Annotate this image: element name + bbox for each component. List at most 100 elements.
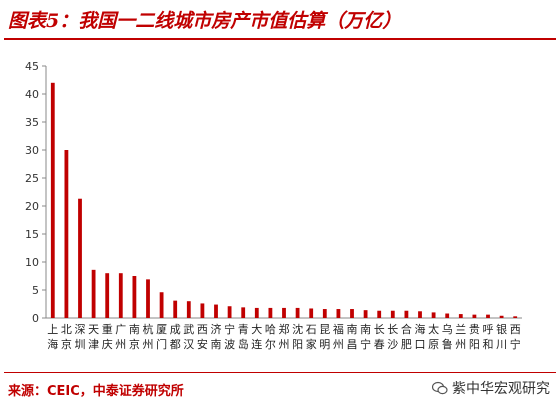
bar	[363, 310, 368, 318]
y-tick-label: 20	[25, 200, 39, 213]
x-tick-label-bottom: 南	[211, 338, 222, 351]
x-tick-label-bottom: 肥	[401, 338, 412, 351]
x-tick-label-top: 上	[47, 323, 58, 336]
y-tick-label: 5	[32, 284, 39, 297]
x-tick-label-top: 成	[170, 323, 181, 336]
bar	[309, 308, 314, 318]
x-tick-label-bottom: 圳	[75, 338, 86, 351]
bar	[390, 310, 395, 318]
x-tick-label-bottom: 州	[279, 338, 290, 351]
x-tick-label-top: 宁	[224, 322, 235, 336]
x-tick-label-bottom: 门	[156, 337, 167, 351]
x-tick-label-top: 杭	[143, 322, 154, 336]
x-tick-label-top: 大	[251, 322, 262, 336]
header-rule	[4, 38, 556, 40]
bar	[472, 314, 477, 318]
y-tick-label: 10	[25, 256, 39, 269]
bar	[50, 82, 55, 318]
x-tick-label-top: 重	[102, 322, 113, 336]
x-tick-label-bottom: 京	[61, 337, 72, 351]
x-tick-label-top: 长	[387, 323, 398, 336]
bar	[282, 307, 286, 318]
bar	[91, 269, 96, 318]
y-tick-label: 45	[25, 60, 39, 73]
x-tick-label-top: 昆	[319, 323, 330, 336]
wechat-icon	[432, 381, 448, 395]
bar	[445, 313, 450, 318]
x-tick-label-bottom: 波	[224, 338, 235, 351]
bar-chart: 051015202530354045上海北京深圳天津重庆广州南京杭州厦门成都武汉…	[25, 60, 522, 351]
bar	[118, 273, 123, 318]
x-tick-label-top: 呼	[483, 323, 494, 336]
x-tick-label-top: 武	[183, 323, 194, 336]
bar	[254, 307, 259, 318]
x-tick-label-bottom: 岛	[238, 337, 249, 351]
x-tick-label-bottom: 春	[374, 338, 385, 351]
y-tick-label: 25	[25, 172, 39, 185]
x-tick-label-top: 济	[211, 322, 222, 336]
x-tick-label-bottom: 宁	[510, 337, 521, 351]
bar	[214, 304, 218, 318]
figure-title: 图表5：我国一二线城市房产市值估算（万亿）	[8, 10, 402, 32]
x-tick-label-top: 哈	[265, 323, 276, 336]
figure-header: 图表5：我国一二线城市房产市值估算（万亿）	[0, 0, 560, 42]
x-tick-label-top: 合	[401, 322, 412, 336]
bar	[336, 309, 341, 318]
x-tick-label-bottom: 京	[129, 337, 140, 351]
x-tick-label-bottom: 尔	[265, 338, 276, 351]
x-tick-label-top: 南	[129, 323, 140, 336]
x-tick-label-bottom: 阳	[292, 338, 303, 351]
bar	[132, 276, 137, 318]
source-note: 来源：CEIC，中泰证券研究所	[8, 384, 184, 399]
x-tick-label-bottom: 州	[143, 338, 154, 351]
watermark: 紫中华宏观研究	[432, 378, 550, 398]
bar	[159, 292, 164, 318]
bar	[404, 310, 409, 318]
x-tick-label-bottom: 原	[428, 338, 439, 351]
x-tick-label-top: 天	[88, 323, 99, 336]
x-tick-label-top: 西	[197, 323, 208, 336]
x-tick-label-bottom: 连	[251, 338, 262, 351]
bar	[64, 150, 69, 318]
x-tick-label-top: 福	[333, 322, 344, 336]
x-tick-label-bottom: 川	[496, 338, 507, 351]
bar	[241, 307, 246, 318]
bar	[322, 309, 327, 318]
bar	[350, 309, 354, 318]
y-tick-label: 30	[25, 144, 39, 157]
bar	[173, 300, 178, 318]
x-tick-label-top: 厦	[156, 323, 167, 336]
bar	[295, 307, 300, 318]
x-tick-label-bottom: 沙	[387, 338, 398, 351]
y-tick-label: 40	[25, 88, 39, 101]
bar	[486, 314, 490, 318]
x-tick-label-top: 南	[360, 323, 371, 336]
x-tick-label-top: 贵	[469, 323, 480, 336]
y-tick-label: 35	[25, 116, 39, 129]
x-tick-label-bottom: 州	[333, 338, 344, 351]
x-tick-label-bottom: 州	[115, 338, 126, 351]
bar	[418, 311, 422, 318]
bar	[105, 273, 110, 318]
y-tick-label: 0	[32, 312, 39, 325]
x-tick-label-top: 北	[61, 323, 72, 336]
x-tick-label-bottom: 明	[319, 338, 330, 351]
x-tick-label-top: 银	[496, 322, 507, 336]
x-tick-label-top: 广	[115, 323, 126, 336]
bar	[146, 279, 150, 318]
figure-footer: 来源：CEIC，中泰证券研究所 紫中华宏观研究	[0, 372, 560, 405]
x-tick-label-top: 海	[415, 322, 426, 336]
x-tick-label-bottom: 昌	[347, 338, 358, 351]
bar	[513, 316, 518, 318]
x-tick-label-top: 郑	[279, 322, 290, 336]
x-tick-label-bottom: 州	[455, 338, 466, 351]
bar	[200, 303, 205, 318]
bar	[431, 312, 436, 318]
x-tick-label-bottom: 都	[170, 338, 181, 351]
bar	[186, 301, 191, 318]
x-tick-label-bottom: 鲁	[442, 337, 453, 351]
x-tick-label-top: 乌	[442, 322, 453, 336]
x-tick-label-top: 沈	[292, 322, 303, 336]
x-tick-label-bottom: 宁	[360, 337, 371, 351]
bar	[268, 307, 273, 318]
